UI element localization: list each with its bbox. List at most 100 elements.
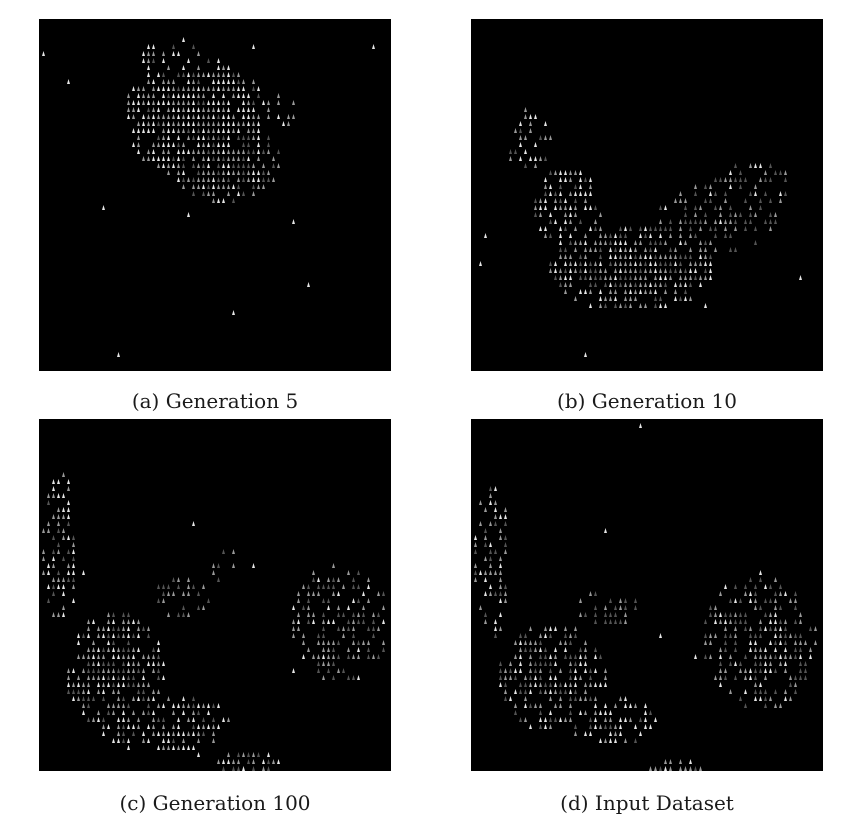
glyph-mark bbox=[207, 598, 210, 603]
glyph-mark bbox=[784, 170, 787, 175]
glyph-mark bbox=[584, 268, 587, 273]
glyph-mark bbox=[312, 612, 315, 617]
glyph-mark bbox=[92, 654, 95, 659]
glyph-mark bbox=[157, 114, 160, 119]
glyph-mark bbox=[624, 598, 627, 603]
glyph-mark bbox=[779, 661, 782, 666]
glyph-mark bbox=[172, 731, 175, 736]
glyph-mark bbox=[569, 240, 572, 245]
glyph-mark bbox=[564, 219, 567, 224]
glyph-mark bbox=[117, 703, 120, 708]
glyph-mark bbox=[779, 170, 782, 175]
glyph-mark bbox=[634, 724, 637, 729]
glyph-mark bbox=[202, 142, 205, 147]
glyph-mark bbox=[222, 549, 225, 554]
glyph-mark bbox=[147, 710, 150, 715]
glyph-mark bbox=[604, 668, 607, 673]
glyph-mark bbox=[519, 156, 522, 161]
glyph-mark bbox=[634, 282, 637, 287]
glyph-mark bbox=[167, 612, 170, 617]
glyph-mark bbox=[167, 79, 170, 84]
glyph-mark bbox=[187, 612, 190, 617]
glyph-mark bbox=[332, 577, 335, 582]
glyph-mark bbox=[312, 619, 315, 624]
glyph-mark bbox=[107, 633, 110, 638]
glyph-mark bbox=[614, 282, 617, 287]
glyph-mark bbox=[644, 703, 647, 708]
glyph-mark bbox=[664, 282, 667, 287]
glyph-mark bbox=[182, 731, 185, 736]
glyph-mark bbox=[162, 58, 165, 63]
glyph-mark bbox=[337, 591, 340, 596]
glyph-mark bbox=[729, 689, 732, 694]
glyph-mark bbox=[699, 247, 702, 252]
glyph-mark bbox=[529, 654, 532, 659]
glyph-mark bbox=[202, 156, 205, 161]
glyph-mark bbox=[147, 703, 150, 708]
glyph-mark bbox=[669, 254, 672, 259]
glyph-mark bbox=[197, 591, 200, 596]
glyph-mark bbox=[719, 219, 722, 224]
glyph-mark bbox=[162, 163, 165, 168]
glyph-mark bbox=[247, 170, 250, 175]
glyph-mark bbox=[352, 675, 355, 680]
glyph-mark bbox=[594, 240, 597, 245]
glyph-mark bbox=[192, 724, 195, 729]
glyph-mark bbox=[332, 591, 335, 596]
glyph-mark bbox=[167, 584, 170, 589]
glyph-mark bbox=[754, 675, 757, 680]
glyph-mark bbox=[554, 198, 557, 203]
glyph-mark bbox=[162, 72, 165, 77]
glyph-mark bbox=[87, 675, 90, 680]
glyph-mark bbox=[664, 759, 667, 764]
glyph-mark bbox=[704, 275, 707, 280]
glyph-mark bbox=[579, 184, 582, 189]
glyph-mark bbox=[192, 100, 195, 105]
glyph-mark bbox=[619, 233, 622, 238]
glyph-mark bbox=[237, 121, 240, 126]
glyph-mark bbox=[222, 121, 225, 126]
glyph-mark bbox=[499, 528, 502, 533]
glyph-mark bbox=[799, 640, 802, 645]
glyph-mark bbox=[222, 149, 225, 154]
glyph-mark bbox=[72, 696, 75, 701]
glyph-mark bbox=[142, 86, 145, 91]
glyph-mark bbox=[197, 177, 200, 182]
glyph-mark bbox=[232, 121, 235, 126]
glyph-mark bbox=[759, 626, 762, 631]
glyph-mark bbox=[729, 598, 732, 603]
glyph-mark bbox=[82, 570, 85, 575]
glyph-mark bbox=[554, 205, 557, 210]
glyph-mark bbox=[684, 240, 687, 245]
glyph-mark bbox=[649, 710, 652, 715]
glyph-mark bbox=[292, 619, 295, 624]
glyph-mark bbox=[754, 647, 757, 652]
glyph-mark bbox=[764, 661, 767, 666]
glyph-mark bbox=[227, 86, 230, 91]
glyph-mark bbox=[649, 261, 652, 266]
glyph-mark bbox=[559, 233, 562, 238]
glyph-mark bbox=[574, 654, 577, 659]
glyph-mark bbox=[714, 247, 717, 252]
glyph-mark bbox=[132, 682, 135, 687]
glyph-mark bbox=[579, 675, 582, 680]
glyph-mark bbox=[569, 703, 572, 708]
glyph-mark bbox=[584, 191, 587, 196]
glyph-mark bbox=[67, 689, 70, 694]
glyph-mark bbox=[352, 584, 355, 589]
glyph-mark bbox=[659, 296, 662, 301]
glyph-mark bbox=[127, 93, 130, 98]
glyph-mark bbox=[799, 275, 802, 280]
glyph-mark bbox=[177, 107, 180, 112]
glyph-mark bbox=[157, 156, 160, 161]
glyph-mark bbox=[237, 93, 240, 98]
glyph-mark bbox=[524, 107, 527, 112]
glyph-mark bbox=[382, 647, 385, 652]
glyph-mark bbox=[749, 577, 752, 582]
glyph-mark bbox=[352, 612, 355, 617]
glyph-mark bbox=[724, 626, 727, 631]
glyph-mark bbox=[629, 275, 632, 280]
glyph-mark bbox=[754, 240, 757, 245]
glyph-mark bbox=[232, 72, 235, 77]
glyph-mark bbox=[489, 563, 492, 568]
